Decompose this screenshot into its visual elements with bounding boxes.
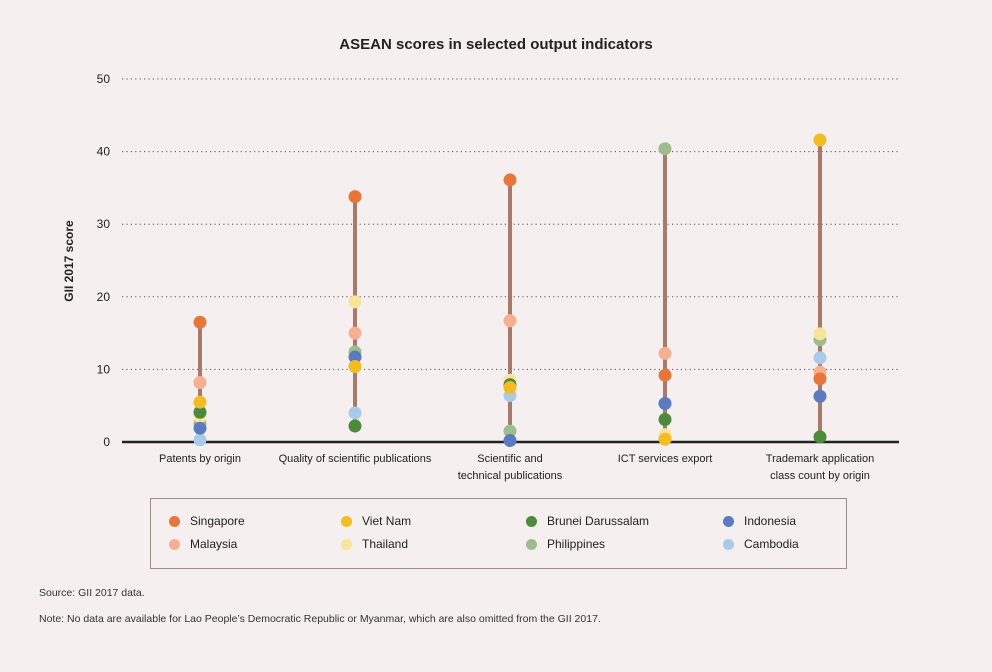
x-category-label: Trademark application class count by orig… xyxy=(766,453,874,482)
data-point-cambodia xyxy=(348,406,362,420)
data-point-viet-nam xyxy=(658,432,672,446)
data-point-malaysia xyxy=(193,375,207,389)
y-tick-labels: 0 10 20 30 40 50 xyxy=(97,72,111,449)
legend-marker xyxy=(341,538,352,550)
x-category-labels: Patents by origin Quality of scientific p… xyxy=(159,453,874,482)
data-point-malaysia xyxy=(503,314,517,328)
y-tick-label: 50 xyxy=(97,72,111,86)
legend-item: Philippines xyxy=(526,537,605,551)
legend-item: Brunei Darussalam xyxy=(526,514,649,528)
legend-marker xyxy=(526,538,537,550)
data-point-indonesia xyxy=(813,389,827,403)
legend-label: Singapore xyxy=(190,514,245,528)
data-point-indonesia xyxy=(193,421,207,435)
y-tick-label: 0 xyxy=(103,435,110,449)
data-point-singapore xyxy=(813,372,827,386)
data-point-cambodia xyxy=(813,351,827,365)
data-point-philippines xyxy=(503,424,517,438)
data-point-singapore xyxy=(348,190,362,204)
legend: Singapore Viet Nam Brunei Darussalam Indone… xyxy=(150,498,847,569)
legend-label: Malaysia xyxy=(190,537,238,551)
data-point-brunei-darussalam xyxy=(193,405,207,419)
legend-marker xyxy=(169,538,180,550)
data-point-thailand xyxy=(348,295,362,309)
data-point-philippines xyxy=(658,142,672,156)
legend-marker xyxy=(723,538,734,550)
legend-label: Cambodia xyxy=(744,537,799,551)
legend-label: Indonesia xyxy=(744,514,797,528)
legend-item: Indonesia xyxy=(723,514,796,528)
legend-marker xyxy=(341,515,352,527)
data-point-viet-nam xyxy=(813,133,827,147)
legend-item: Thailand xyxy=(341,537,408,551)
data-point-viet-nam xyxy=(348,359,362,373)
source-note: Source: GII 2017 data. xyxy=(39,587,145,599)
data-points xyxy=(193,133,827,448)
data-point-singapore xyxy=(658,368,672,382)
data-point-singapore xyxy=(503,173,517,187)
gridlines xyxy=(122,78,899,370)
data-point-indonesia xyxy=(348,350,362,364)
data-point-indonesia xyxy=(658,397,672,411)
data-point-viet-nam xyxy=(193,395,207,409)
footnote: Note: No data are available for Lao Peop… xyxy=(39,613,601,625)
legend-label: Philippines xyxy=(547,537,606,551)
chart-title: ASEAN scores in selected output indicato… xyxy=(339,36,653,53)
legend-marker xyxy=(526,515,537,527)
x-category-label: Scientific and technical publications xyxy=(458,453,563,482)
legend-label: Viet Nam xyxy=(362,514,412,528)
data-point-malaysia xyxy=(658,346,672,360)
data-point-brunei-darussalam xyxy=(813,430,827,444)
data-point-thailand xyxy=(813,327,827,341)
legend-item: Singapore xyxy=(169,514,245,528)
y-tick-label: 10 xyxy=(97,362,111,376)
legend-item: Cambodia xyxy=(723,537,799,551)
data-point-viet-nam xyxy=(503,381,517,395)
legend-marker xyxy=(723,515,734,527)
legend-label: Thailand xyxy=(362,537,409,551)
legend-label: Brunei Darussalam xyxy=(547,514,650,528)
data-point-cambodia xyxy=(193,433,207,447)
y-tick-label: 30 xyxy=(97,217,111,231)
data-point-singapore xyxy=(193,315,207,329)
x-category-label: Quality of scientific publications xyxy=(279,453,432,465)
legend-marker xyxy=(169,515,180,527)
y-tick-label: 40 xyxy=(97,145,111,159)
chart-plot: 0 10 20 30 40 50 GII 2017 score Patents by or… xyxy=(62,72,899,482)
data-point-brunei-darussalam xyxy=(348,419,362,433)
legend-item: Malaysia xyxy=(169,537,237,551)
data-point-malaysia xyxy=(348,326,362,340)
legend-item: Viet Nam xyxy=(341,514,411,528)
data-point-indonesia xyxy=(503,434,517,448)
x-category-label: Patents by origin xyxy=(159,453,241,465)
x-category-label: ICT services export xyxy=(618,453,713,465)
y-axis-label: GII 2017 score xyxy=(62,220,76,302)
y-tick-label: 20 xyxy=(97,290,111,304)
data-point-brunei-darussalam xyxy=(658,412,672,426)
